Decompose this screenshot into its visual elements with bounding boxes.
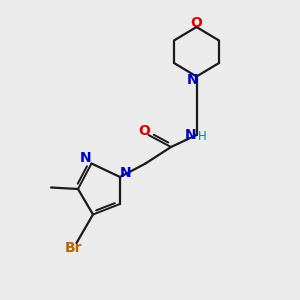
Text: Br: Br [65,242,82,255]
Text: N: N [185,128,196,142]
Text: O: O [190,16,202,30]
Text: N: N [187,74,198,87]
Text: O: O [139,124,151,138]
Text: N: N [80,151,91,165]
Text: H: H [197,130,206,143]
Text: N: N [120,166,132,180]
